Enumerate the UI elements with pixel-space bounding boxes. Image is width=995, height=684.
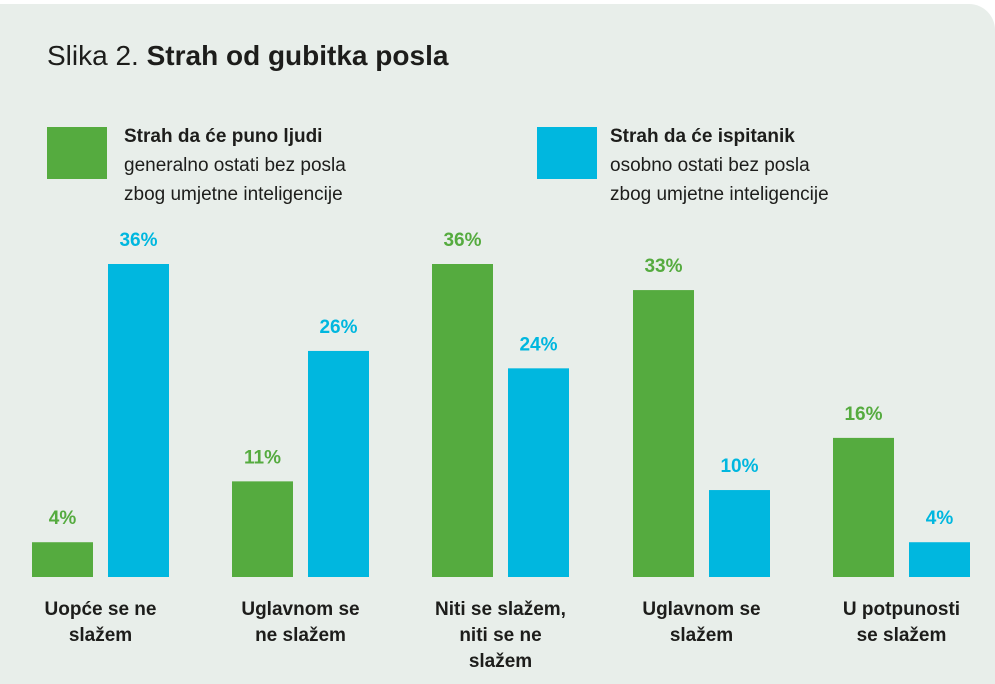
- legend-general-line2: generalno ostati bez posla: [124, 155, 346, 176]
- bar-s0-c2: [432, 264, 493, 577]
- data-label-s1-c1: 26%: [319, 317, 357, 338]
- bar-s1-c3: [709, 490, 770, 577]
- bar-s1-c0: [108, 264, 169, 577]
- legend-general-bold: Strah da će puno ljudi: [124, 126, 323, 147]
- bar-s0-c1: [232, 481, 293, 577]
- legend-personal-bold: Strah da će ispitanik: [610, 126, 795, 147]
- category-label-2: Niti se slažem, niti se ne slažem: [435, 599, 566, 672]
- bar-s1-c2: [508, 368, 569, 577]
- legend-swatch-general: [47, 127, 107, 179]
- category-label-0: Uopće se ne slažem: [44, 599, 157, 646]
- data-label-s1-c2: 24%: [519, 334, 557, 355]
- category-label-3: Uglavnom se slažem: [642, 599, 761, 646]
- data-label-s1-c3: 10%: [720, 456, 758, 477]
- figure-title-prefix: Slika 2.: [47, 40, 139, 71]
- data-label-s0-c2: 36%: [443, 230, 481, 251]
- data-label-s0-c0: 4%: [49, 508, 77, 529]
- legend-swatch-personal: [537, 127, 597, 179]
- data-label-s0-c1: 11%: [244, 447, 281, 468]
- data-label-s0-c4: 16%: [844, 404, 882, 425]
- category-label-1: Uglavnom se ne slažem: [241, 599, 360, 646]
- bar-s0-c4: [833, 437, 894, 577]
- data-label-s1-c4: 4%: [926, 508, 954, 529]
- bar-s0-c3: [633, 290, 694, 577]
- legend-personal-line3: zbog umjetne inteligencije: [610, 184, 829, 205]
- legend-general-line3: zbog umjetne inteligencije: [124, 184, 343, 205]
- data-label-s0-c3: 33%: [644, 256, 682, 277]
- bar-s1-c1: [308, 350, 369, 577]
- data-label-s1-c0: 36%: [119, 230, 157, 251]
- bar-s1-c4: [909, 542, 970, 577]
- legend-item-personal: Strah da će ispitanik osobno ostati bez …: [610, 122, 829, 209]
- legend-personal-line2: osobno ostati bez posla: [610, 155, 810, 176]
- legend-item-general: Strah da će puno ljudi generalno ostati …: [124, 122, 346, 209]
- bar-s0-c0: [32, 542, 93, 577]
- category-label-4: U potpunosti se slažem: [842, 599, 961, 646]
- figure-title: Slika 2. Strah od gubitka posla: [47, 40, 448, 72]
- figure-title-main: Strah od gubitka posla: [146, 40, 449, 71]
